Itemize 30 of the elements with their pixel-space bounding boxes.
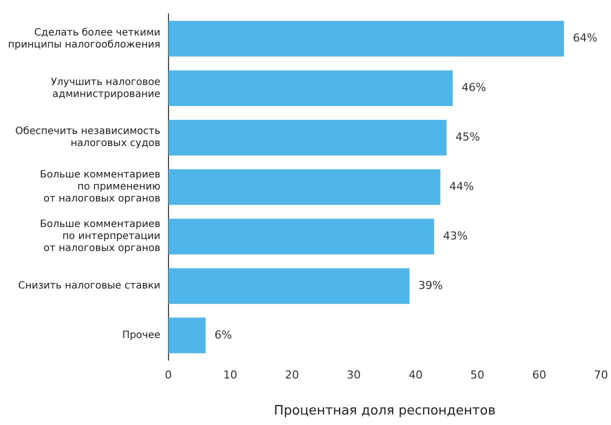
bar bbox=[168, 120, 446, 156]
y-tick-label: Прочее bbox=[122, 330, 160, 342]
x-tick-label: 30 bbox=[346, 368, 361, 382]
data-label: 46% bbox=[462, 81, 486, 94]
x-tick-label: 70 bbox=[594, 368, 608, 382]
x-tick-label: 50 bbox=[470, 368, 484, 382]
bar bbox=[168, 20, 564, 57]
bar bbox=[168, 218, 434, 254]
data-label: 44% bbox=[449, 180, 474, 193]
bar bbox=[168, 318, 206, 354]
x-tick-label: 0 bbox=[164, 368, 172, 382]
x-tick-label: 40 bbox=[408, 368, 423, 382]
y-tick-label: Больше комментариев по интерпретации от налоговых органов bbox=[40, 219, 161, 254]
data-label: 43% bbox=[443, 229, 468, 242]
y-tick-label: Улучшить налоговое администрирование bbox=[50, 76, 160, 100]
bar bbox=[168, 169, 440, 205]
x-tick-label: 60 bbox=[532, 368, 546, 382]
y-tick-label: Сделать более четкими принципы налогообложения bbox=[8, 27, 160, 50]
bar bbox=[168, 70, 453, 106]
data-label: 45% bbox=[456, 130, 480, 144]
data-label: 39% bbox=[418, 278, 443, 292]
x-axis-title: Процентная доля респондентов bbox=[274, 404, 496, 419]
x-tick-label: 20 bbox=[285, 368, 299, 382]
y-tick-label: Больше комментариев по применению от налоговых органов bbox=[40, 170, 161, 205]
y-tick-label: Снизить налоговые ставки bbox=[18, 280, 160, 292]
data-label: 6% bbox=[214, 328, 232, 342]
data-label: 64% bbox=[572, 32, 598, 45]
bar bbox=[168, 268, 410, 304]
y-tick-label: Обеспечить независимость налоговых судов bbox=[15, 126, 160, 150]
x-tick-label: 10 bbox=[223, 368, 238, 382]
